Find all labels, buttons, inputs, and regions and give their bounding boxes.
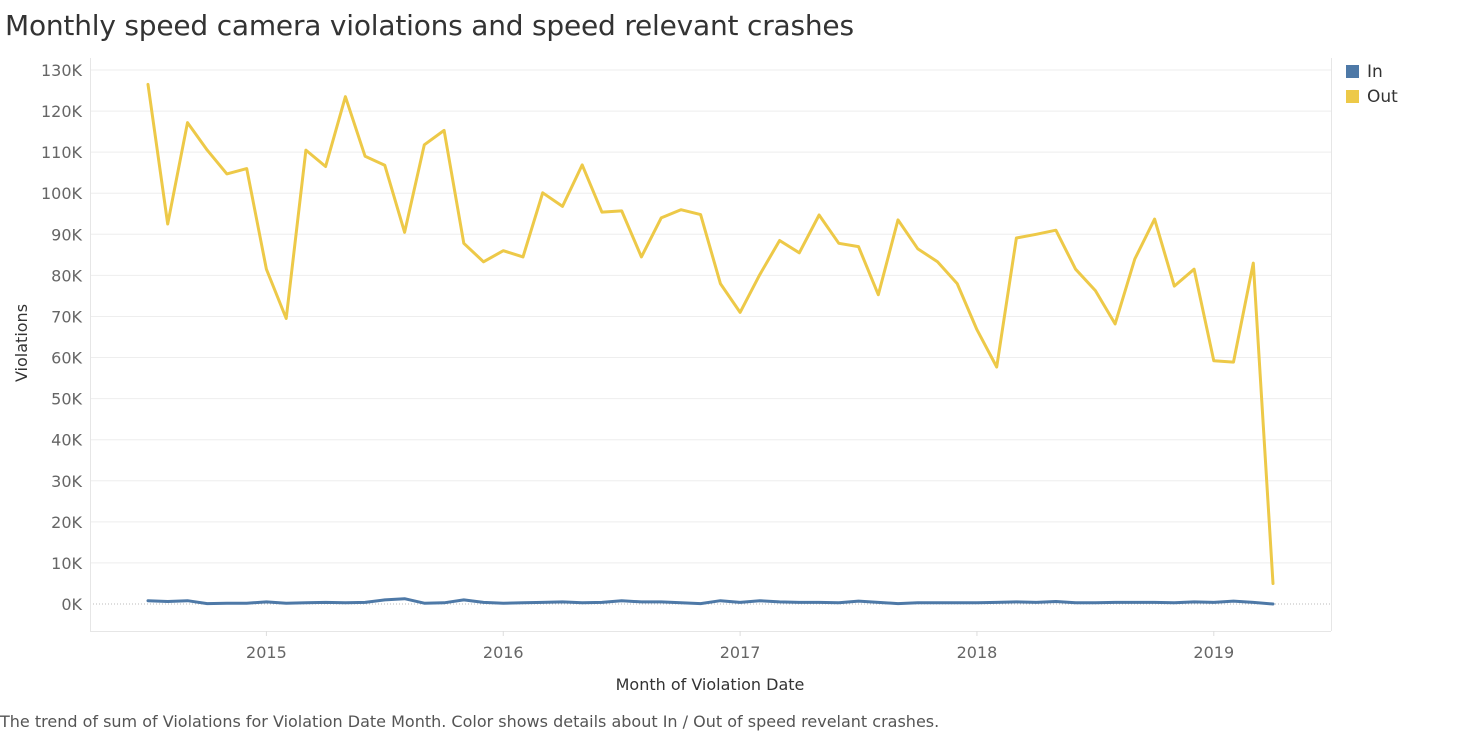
y-tick-label: 20K xyxy=(51,513,82,532)
legend-swatch-in xyxy=(1346,65,1359,78)
x-tick-label: 2019 xyxy=(1193,643,1234,662)
y-tick-label: 30K xyxy=(51,472,82,491)
chart-title: Monthly speed camera violations and spee… xyxy=(5,9,854,42)
y-axis-ticks: 0K 10K 20K 30K 40K 50K 60K 70K 80K 90K 100K 110K 120… xyxy=(41,61,83,614)
y-tick-label: 0K xyxy=(61,595,82,614)
axes xyxy=(90,58,1332,632)
legend-swatch-out xyxy=(1346,90,1359,103)
x-tick-label: 2017 xyxy=(720,643,761,662)
y-tick-label: 110K xyxy=(41,143,83,162)
y-tick-label: 60K xyxy=(51,349,82,368)
x-tick-label: 2016 xyxy=(483,643,524,662)
y-tick-label: 120K xyxy=(41,102,83,121)
series-lines xyxy=(146,82,1275,606)
x-tick-label: 2015 xyxy=(246,643,287,662)
x-axis-title: Month of Violation Date xyxy=(616,675,805,694)
legend-label-in: In xyxy=(1367,61,1383,82)
y-tick-label: 10K xyxy=(51,554,82,573)
legend-label-out: Out xyxy=(1367,86,1398,107)
legend-item-in[interactable]: In xyxy=(1346,59,1398,84)
y-axis-title: Violations xyxy=(12,304,31,382)
series-line-in[interactable] xyxy=(146,597,1275,606)
series-line-out[interactable] xyxy=(146,82,1275,585)
legend-item-out[interactable]: Out xyxy=(1346,84,1398,109)
y-tick-label: 40K xyxy=(51,431,82,450)
y-tick-label: 90K xyxy=(51,225,82,244)
chart-caption: The trend of sum of Violations for Viola… xyxy=(0,712,940,731)
y-tick-label: 70K xyxy=(51,307,82,326)
y-tick-label: 50K xyxy=(51,390,82,409)
legend: In Out xyxy=(1346,59,1398,109)
x-axis-ticks: 2015 2016 2017 2018 2019 xyxy=(246,631,1234,662)
gridlines xyxy=(90,69,1331,605)
x-tick-label: 2018 xyxy=(957,643,998,662)
y-tick-label: 100K xyxy=(41,184,83,203)
y-tick-label: 130K xyxy=(41,61,83,80)
y-tick-label: 80K xyxy=(51,266,82,285)
